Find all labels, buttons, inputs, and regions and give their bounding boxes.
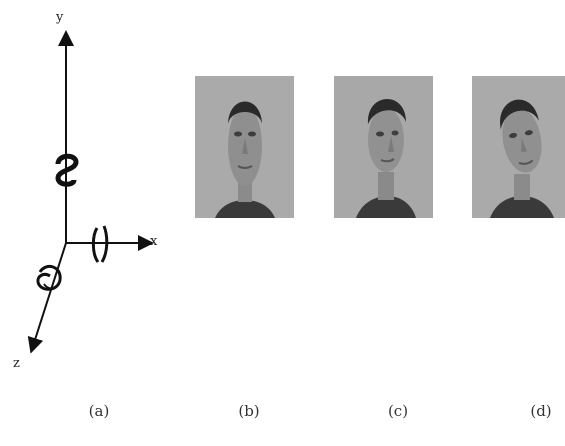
caption-b: (b) bbox=[238, 402, 260, 420]
face-photo-b bbox=[195, 76, 294, 218]
caption-d: (d) bbox=[530, 402, 552, 420]
y-axis-label: y bbox=[56, 10, 64, 25]
x-axis-label: x bbox=[150, 234, 158, 249]
face-photo-d bbox=[472, 76, 565, 218]
rotation-x-icon bbox=[91, 225, 109, 263]
caption-c: (c) bbox=[387, 402, 409, 420]
face-photo-c bbox=[334, 76, 433, 218]
coordinate-axes-diagram bbox=[27, 30, 154, 354]
rotation-z-icon bbox=[36, 264, 62, 291]
caption-a: (a) bbox=[88, 402, 110, 420]
rotation-y-icon bbox=[55, 153, 79, 187]
z-axis-label: z bbox=[13, 356, 20, 371]
z-axis bbox=[27, 242, 67, 354]
